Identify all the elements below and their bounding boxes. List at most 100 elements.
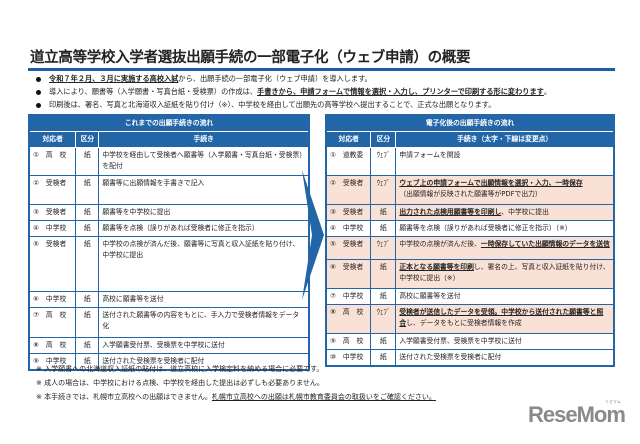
procedure-cell: 正本となる願書等を印刷し、署名の上、写真と収入証紙を貼り付け、中学校に提出（※） [395, 259, 615, 289]
procedure-cell: 高校に願書等を送付 [98, 291, 310, 308]
emphasized-text: 受検者が送信したデータを受領。中学校から送付された願書等と照合 [399, 308, 604, 327]
category-cell: 紙 [75, 337, 100, 354]
emphasized-text: 正本となる願書等を印刷 [399, 263, 474, 271]
text-segment: 。 [543, 87, 552, 96]
actor-cell: ⑩ 中学校 [325, 349, 372, 367]
table-row: ⑦ 高 校 紙 送付された願書等の内容をもとに、手入力で受検者情報をデータ化 [28, 307, 310, 338]
bullet-item: 導入により、願書等（入学願書・写真台紙・受検票）の作成は、手書きから、申請フォー… [36, 87, 551, 97]
category-cell: ｳｪﾌﾞ [370, 236, 397, 260]
column-header: 対応者 [325, 131, 372, 148]
category-cell: ｳｪﾌﾞ [370, 304, 397, 334]
procedure-cell: 出力された点検用願書等を印刷し、中学校に提出 [395, 204, 615, 221]
table-row: ⑥ 受検者 紙 正本となる願書等を印刷し、署名の上、写真と収入証紙を貼り付け、中… [325, 259, 615, 289]
text-segment: 送付された願書等の内容をもとに、手入力で受検者情報をデータ化 [102, 311, 300, 330]
procedure-cell: 中学校の点検が済んだ後、一時保存していた出願情報のデータを送信 [395, 236, 615, 260]
bullet-item: 令和７年２月、３月に実施する高校入試から、出願手続の一部電子化（ウェブ申請）を導… [36, 74, 372, 84]
text-segment: 願書等に出願情報を手書きで記入 [102, 179, 205, 187]
table-row: ③ 受検者 紙 願書等を中学校に提出 [28, 204, 310, 221]
text-segment: 高校に願書等を送付 [399, 292, 461, 300]
text-segment: 送付された受検票を受検者に配付 [399, 353, 502, 361]
category-cell: ｳｪﾌﾞ [370, 175, 397, 205]
text-segment: 入学願書受付票、受検票を中学校に送付 [102, 341, 225, 349]
column-header: 区分 [75, 131, 100, 148]
current-procedure-table: これまでの出願手続きの流れ 対応者 区分 手続き ① 高 校 紙 中学校を経由して受検… [28, 114, 310, 371]
text-segment: 導入により、願書等（入学願書・写真台紙・受検票）の作成は、 [49, 87, 258, 96]
actor-cell: ⑥ 中学校 [28, 291, 77, 308]
table-row: ⑧ 高 校 ｳｪﾌﾞ 受検者が送信したデータを受領。中学校から送付された願書等と… [325, 304, 615, 334]
actor-cell: ④ 中学校 [28, 220, 77, 237]
table-caption: これまでの出願手続きの流れ [28, 114, 310, 132]
procedure-cell: 高校に願書等を送付 [395, 288, 615, 305]
footnote: ※ 入学願書への北海道収入証紙の貼付は、道立高校に入学検定料を納める場合に必要で… [36, 364, 323, 374]
page-title: 道立高等学校入学者選抜出願手続の一部電子化（ウェブ申請）の概要 [30, 50, 471, 66]
resemom-logo: ReseMom リセマム [528, 399, 626, 428]
actor-cell: ② 受検者 [28, 175, 77, 205]
actor-cell: ① 高 校 [28, 147, 77, 176]
text-segment: 中学校の点検が済んだ後、願書等に写真と収入証紙を貼り付け、中学校に提出 [102, 240, 300, 259]
text-segment: 中学校を経由して受検者へ願書等（入学願書・写真台紙・受検票）を配付 [102, 151, 303, 170]
table-row: ② 受検者 ｳｪﾌﾞ ウェブ上の申請フォームで出願情報を選択・入力、一時保存 （出… [325, 175, 615, 205]
emphasized-text: 手書きから、申請フォームで情報を選択・入力し、プリンターで印刷する形に変わります [257, 87, 544, 96]
actor-cell: ⑦ 高 校 [28, 307, 77, 338]
category-cell: 紙 [75, 175, 100, 205]
emphasized-text: 出力された点検用願書等を印刷し [399, 208, 502, 216]
category-cell: 紙 [370, 349, 397, 367]
table-row: ④ 中学校 紙 願書等を点検（誤りがあれば受検者に修正を指示）（※） [325, 220, 615, 237]
procedure-cell: 受検者が送信したデータを受領。中学校から送付された願書等と照合し、データをもとに… [395, 304, 615, 334]
category-cell: 紙 [75, 204, 100, 221]
text-segment: 願書等を点検（誤りがあれば受検者に修正を指示） [102, 224, 259, 232]
table-row: ③ 受検者 紙 出力された点検用願書等を印刷し、中学校に提出 [325, 204, 615, 221]
text-segment: ※ 本手続きでは、札幌市立高校への出願はできません。 [36, 393, 212, 401]
logo-ruby: リセマム [604, 399, 621, 404]
procedure-cell: 願書等に出願情報を手書きで記入 [98, 175, 310, 205]
column-header: 区分 [370, 131, 397, 148]
text-segment: ※ 入学願書への北海道収入証紙の貼付は、道立高校に入学検定料を納める場合に必要で… [36, 365, 324, 373]
category-cell: 紙 [370, 220, 397, 237]
category-cell: 紙 [75, 307, 100, 338]
column-header: 対応者 [28, 131, 77, 148]
actor-cell: ⑨ 中学校 [28, 353, 77, 371]
table-row: ⑩ 中学校 紙 送付された受検票を受検者に配付 [325, 349, 615, 367]
category-cell: 紙 [75, 220, 100, 237]
actor-cell: ④ 中学校 [325, 220, 372, 237]
table-row: ② 受検者 紙 願書等に出願情報を手書きで記入 [28, 175, 310, 205]
actor-cell: ⑥ 受検者 [325, 259, 372, 289]
column-header: 手続き（太字・下線は変更点） [395, 131, 615, 148]
actor-cell: ⑧ 高 校 [28, 337, 77, 354]
table-row: ④ 中学校 紙 願書等を点検（誤りがあれば受検者に修正を指示） [28, 220, 310, 237]
logo-text: ReseMom [528, 402, 626, 427]
category-cell: 紙 [370, 288, 397, 305]
bullet-icon [36, 89, 41, 95]
actor-cell: ② 受検者 [325, 175, 372, 205]
table-row: ⑤ 受検者 紙 中学校の点検が済んだ後、願書等に写真と収入証紙を貼り付け、中学校… [28, 236, 310, 292]
column-header: 手続き [98, 131, 310, 148]
actor-cell: ⑨ 高 校 [325, 333, 372, 350]
text-segment: 願書等を中学校に提出 [102, 208, 171, 216]
bullet-item: 印刷後は、署名、写真と北海道収入証紙を貼り付け（※）、中学校を経由して出願先の高… [36, 100, 495, 110]
actor-cell: ③ 受検者 [325, 204, 372, 221]
text-segment: 中学校の点検が済んだ後、 [399, 240, 481, 248]
emphasized-text: 一時保存していた出願情報のデータを送信 [480, 240, 610, 248]
text-segment: 申請フォームを開設 [399, 151, 461, 159]
actor-cell: ⑧ 高 校 [325, 304, 372, 334]
footnote: ※ 成人の場合は、中学校における点検、中学校を経由した提出は必ずしも必要ありませ… [36, 378, 324, 388]
category-cell: 紙 [75, 291, 100, 308]
footnote: ※ 本手続きでは、札幌市立高校への出願はできません。札幌市立高校への出願は札幌市… [36, 392, 436, 402]
procedure-cell: 送付された受検票を受検者に配付 [98, 353, 310, 371]
table-row: ⑥ 中学校 紙 高校に願書等を送付 [28, 291, 310, 308]
title-divider [28, 68, 615, 71]
procedure-cell: 入学願書受付票、受検票を中学校に送付 [98, 337, 310, 354]
actor-cell: ① 道教委 [325, 147, 372, 176]
text-segment: から、出願手続の一部電子化（ウェブ申請）を導入します。 [178, 74, 372, 83]
procedure-cell: 中学校の点検が済んだ後、願書等に写真と収入証紙を貼り付け、中学校に提出 [98, 236, 310, 292]
table-row: ① 道教委 ｳｪﾌﾞ 申請フォームを開設 [325, 147, 615, 176]
table-row: ⑤ 受検者 ｳｪﾌﾞ 中学校の点検が済んだ後、一時保存していた出願情報のデータを… [325, 236, 615, 260]
link-text[interactable]: 札幌市立高校への出願は札幌市教育委員会の取扱いをご確認ください。 [211, 393, 436, 401]
text-segment: 入学願書受付票、受検票を中学校に送付 [399, 337, 522, 345]
procedure-cell: 送付された受検票を受検者に配付 [395, 349, 615, 367]
bullet-icon [36, 76, 41, 82]
bullet-icon [36, 102, 41, 108]
actor-cell: ⑤ 受検者 [28, 236, 77, 292]
table-row: ⑦ 中学校 紙 高校に願書等を送付 [325, 288, 615, 305]
text-segment: 、中学校に提出 [501, 208, 549, 216]
